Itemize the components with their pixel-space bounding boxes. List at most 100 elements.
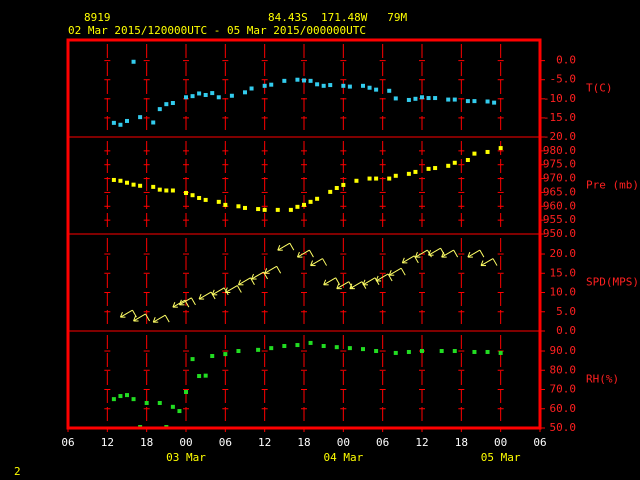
point — [131, 182, 136, 187]
barb-feather — [335, 277, 341, 286]
y-tick-label: 90.0 — [550, 344, 577, 357]
point — [151, 184, 156, 189]
barb-feather — [387, 273, 393, 282]
point — [256, 347, 261, 352]
point — [269, 82, 274, 87]
barb-head — [178, 299, 182, 306]
barb-head — [277, 244, 281, 251]
point — [190, 357, 195, 362]
x-tick-label: 18 — [455, 436, 468, 449]
point — [125, 118, 129, 123]
point — [170, 188, 175, 193]
barb-feather — [145, 313, 150, 322]
point — [170, 101, 175, 106]
barb-head — [251, 273, 255, 280]
barb-shaft — [388, 267, 402, 276]
barb-feather — [263, 271, 268, 280]
point — [111, 120, 116, 125]
point — [367, 176, 372, 181]
barb-feather — [132, 309, 137, 318]
barb-shaft — [211, 287, 225, 296]
barb-shaft — [323, 277, 336, 286]
barb-head — [362, 279, 366, 285]
date-label: 04 Mar — [323, 451, 363, 464]
wind-barb — [480, 258, 498, 267]
point — [485, 349, 490, 354]
point — [413, 96, 418, 101]
barb-shaft — [172, 299, 186, 308]
point — [197, 374, 202, 379]
point — [472, 349, 477, 354]
point — [426, 96, 431, 101]
point — [328, 83, 333, 88]
barb-head — [480, 260, 484, 266]
point — [393, 173, 398, 178]
y-tick-label: 970.0 — [543, 172, 576, 185]
barb-shaft — [251, 271, 264, 280]
point — [131, 59, 136, 64]
y-tick-label: 15.0 — [550, 266, 577, 279]
date-label: 05 Mar — [481, 451, 521, 464]
point — [262, 83, 267, 88]
point — [465, 158, 470, 163]
y-tick-label: -15.0 — [543, 111, 576, 124]
point — [118, 178, 123, 183]
point — [216, 199, 221, 204]
point — [367, 85, 372, 90]
y-tick-label: 80.0 — [550, 363, 577, 376]
wind-barb — [467, 249, 485, 258]
barb-shaft — [375, 273, 389, 282]
point — [118, 394, 123, 399]
point — [184, 390, 188, 395]
barb-head — [349, 283, 353, 289]
x-tick-label: 18 — [297, 436, 310, 449]
x-tick-label: 12 — [415, 436, 428, 449]
barb-head — [375, 275, 379, 282]
point — [315, 196, 320, 201]
wind-barb — [152, 314, 170, 323]
point — [190, 94, 195, 99]
point — [164, 102, 169, 107]
point — [485, 99, 490, 104]
wind-barb — [251, 271, 268, 280]
barb-shaft — [120, 309, 133, 318]
y-tick-label: -20.0 — [543, 130, 576, 143]
barb-shaft — [467, 249, 481, 258]
wind-barb — [296, 249, 314, 258]
point — [341, 182, 346, 187]
axis-title: RH(%) — [586, 373, 619, 386]
point — [354, 178, 359, 183]
barb-head — [401, 257, 405, 264]
point — [203, 92, 208, 97]
point — [361, 83, 365, 88]
point — [393, 96, 398, 101]
point — [347, 346, 352, 351]
barb-head — [264, 268, 268, 274]
barb-feather — [453, 249, 459, 258]
point — [223, 352, 228, 357]
point — [236, 204, 241, 209]
y-tick-label: 975.0 — [543, 158, 576, 171]
barb-head — [152, 316, 156, 323]
y-tick-label: 5.0 — [556, 305, 576, 318]
point — [321, 83, 326, 88]
point — [452, 97, 457, 102]
y-tick-label: 50.0 — [550, 421, 577, 434]
barb-feather — [479, 249, 485, 258]
point — [118, 122, 123, 127]
wind-barb — [277, 242, 295, 251]
barb-head — [336, 283, 340, 289]
point — [170, 404, 175, 409]
x-tick-label: 12 — [258, 436, 271, 449]
wind-barb — [375, 273, 393, 282]
point — [308, 199, 313, 204]
point — [308, 78, 313, 83]
point — [446, 163, 451, 168]
point — [492, 100, 497, 105]
point — [131, 397, 136, 402]
point — [190, 193, 195, 198]
point — [315, 82, 320, 87]
wind-barb — [428, 247, 445, 256]
barb-feather — [164, 314, 170, 323]
barb-shaft — [277, 242, 291, 251]
